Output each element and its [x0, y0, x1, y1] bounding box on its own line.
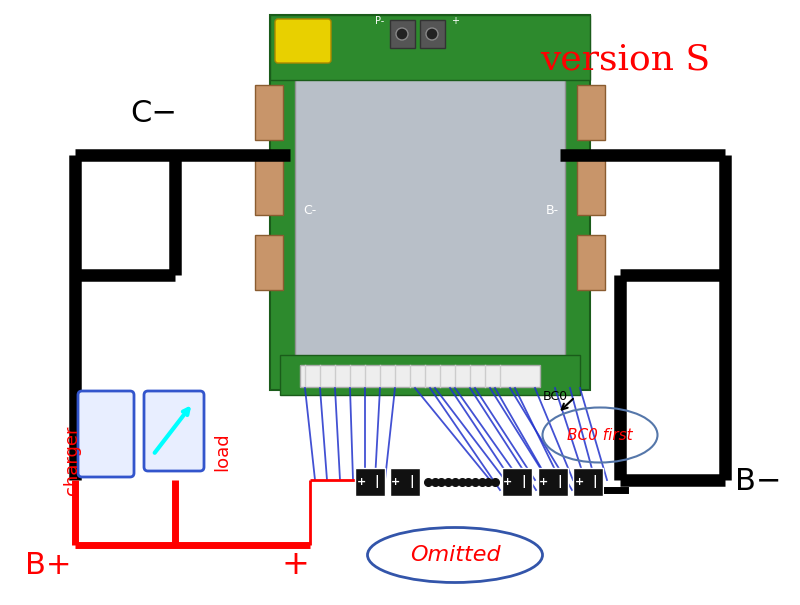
Text: B-: B- [546, 203, 558, 217]
Circle shape [426, 28, 438, 40]
Text: B−: B− [735, 468, 782, 497]
Text: +: + [451, 16, 459, 26]
Bar [502, 468, 532, 496]
Bar [355, 468, 385, 496]
Text: Omitted: Omitted [410, 545, 500, 565]
Text: BC0: BC0 [543, 390, 568, 404]
Text: +: + [574, 477, 584, 487]
Text: version S: version S [540, 42, 710, 76]
Text: +: + [539, 477, 549, 487]
Text: |: | [558, 476, 562, 488]
Text: charger: charger [63, 425, 81, 495]
Bar [577, 160, 605, 215]
Bar [573, 468, 603, 496]
Text: +: + [356, 477, 366, 487]
Text: +: + [503, 477, 513, 487]
Circle shape [396, 28, 408, 40]
FancyBboxPatch shape [275, 19, 331, 63]
Text: |: | [522, 476, 526, 488]
Bar [420, 20, 445, 48]
Bar [270, 15, 590, 390]
Bar [390, 20, 415, 48]
Text: +: + [391, 477, 401, 487]
Text: C−: C− [130, 99, 177, 128]
Bar [538, 468, 568, 496]
Bar [270, 15, 590, 80]
Text: |: | [374, 476, 379, 488]
Bar [280, 355, 580, 395]
FancyBboxPatch shape [144, 391, 204, 471]
Text: B+: B+ [25, 551, 71, 580]
Text: +: + [281, 549, 309, 581]
Text: BC0 first: BC0 first [567, 428, 633, 442]
FancyBboxPatch shape [78, 391, 134, 477]
Text: |: | [410, 476, 414, 488]
Bar [295, 75, 565, 365]
Text: load: load [213, 433, 231, 471]
Bar [255, 160, 283, 215]
Text: |: | [593, 476, 598, 488]
Bar [255, 235, 283, 290]
Text: P-: P- [375, 16, 385, 26]
Bar [577, 235, 605, 290]
Bar [577, 85, 605, 140]
Bar [390, 468, 420, 496]
Text: C-: C- [303, 203, 317, 217]
Bar [300, 365, 540, 387]
Bar [255, 85, 283, 140]
